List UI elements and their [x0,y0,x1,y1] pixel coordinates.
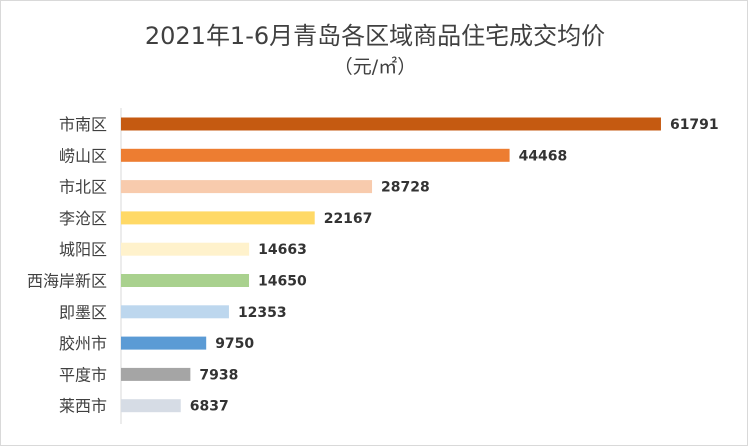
bar [121,367,191,381]
bar [121,148,510,162]
data-label: 6837 [190,399,229,415]
chart-subtitle: （元/㎡） [334,55,416,78]
data-label: 22167 [324,211,373,227]
bar [121,117,661,131]
bar [121,211,315,225]
data-label: 14663 [258,242,307,258]
category-label: 城阳区 [59,240,107,259]
category-label: 即墨区 [59,303,107,322]
bar [121,180,373,194]
data-label: 44468 [519,148,568,164]
category-label: 莱西市 [59,397,107,416]
bar [121,336,207,350]
category-label: 市北区 [59,178,107,197]
data-label: 7938 [199,367,238,383]
category-label: 李沧区 [59,209,107,228]
category-label: 胶州市 [59,334,107,353]
category-label: 崂山区 [59,146,107,165]
category-label: 西海岸新区 [27,272,107,291]
data-label: 14650 [258,274,307,290]
bar [121,399,181,413]
data-label: 9750 [215,336,254,352]
bar [121,305,229,319]
data-label: 28728 [381,180,430,196]
chart-title: 2021年1-6月青岛各区域商品住宅成交均价 [145,22,605,50]
category-label: 市南区 [59,115,107,134]
bar [121,274,250,287]
bar [121,242,250,256]
data-label: 61791 [670,117,719,133]
category-label: 平度市 [59,365,107,384]
data-label: 12353 [238,305,287,321]
